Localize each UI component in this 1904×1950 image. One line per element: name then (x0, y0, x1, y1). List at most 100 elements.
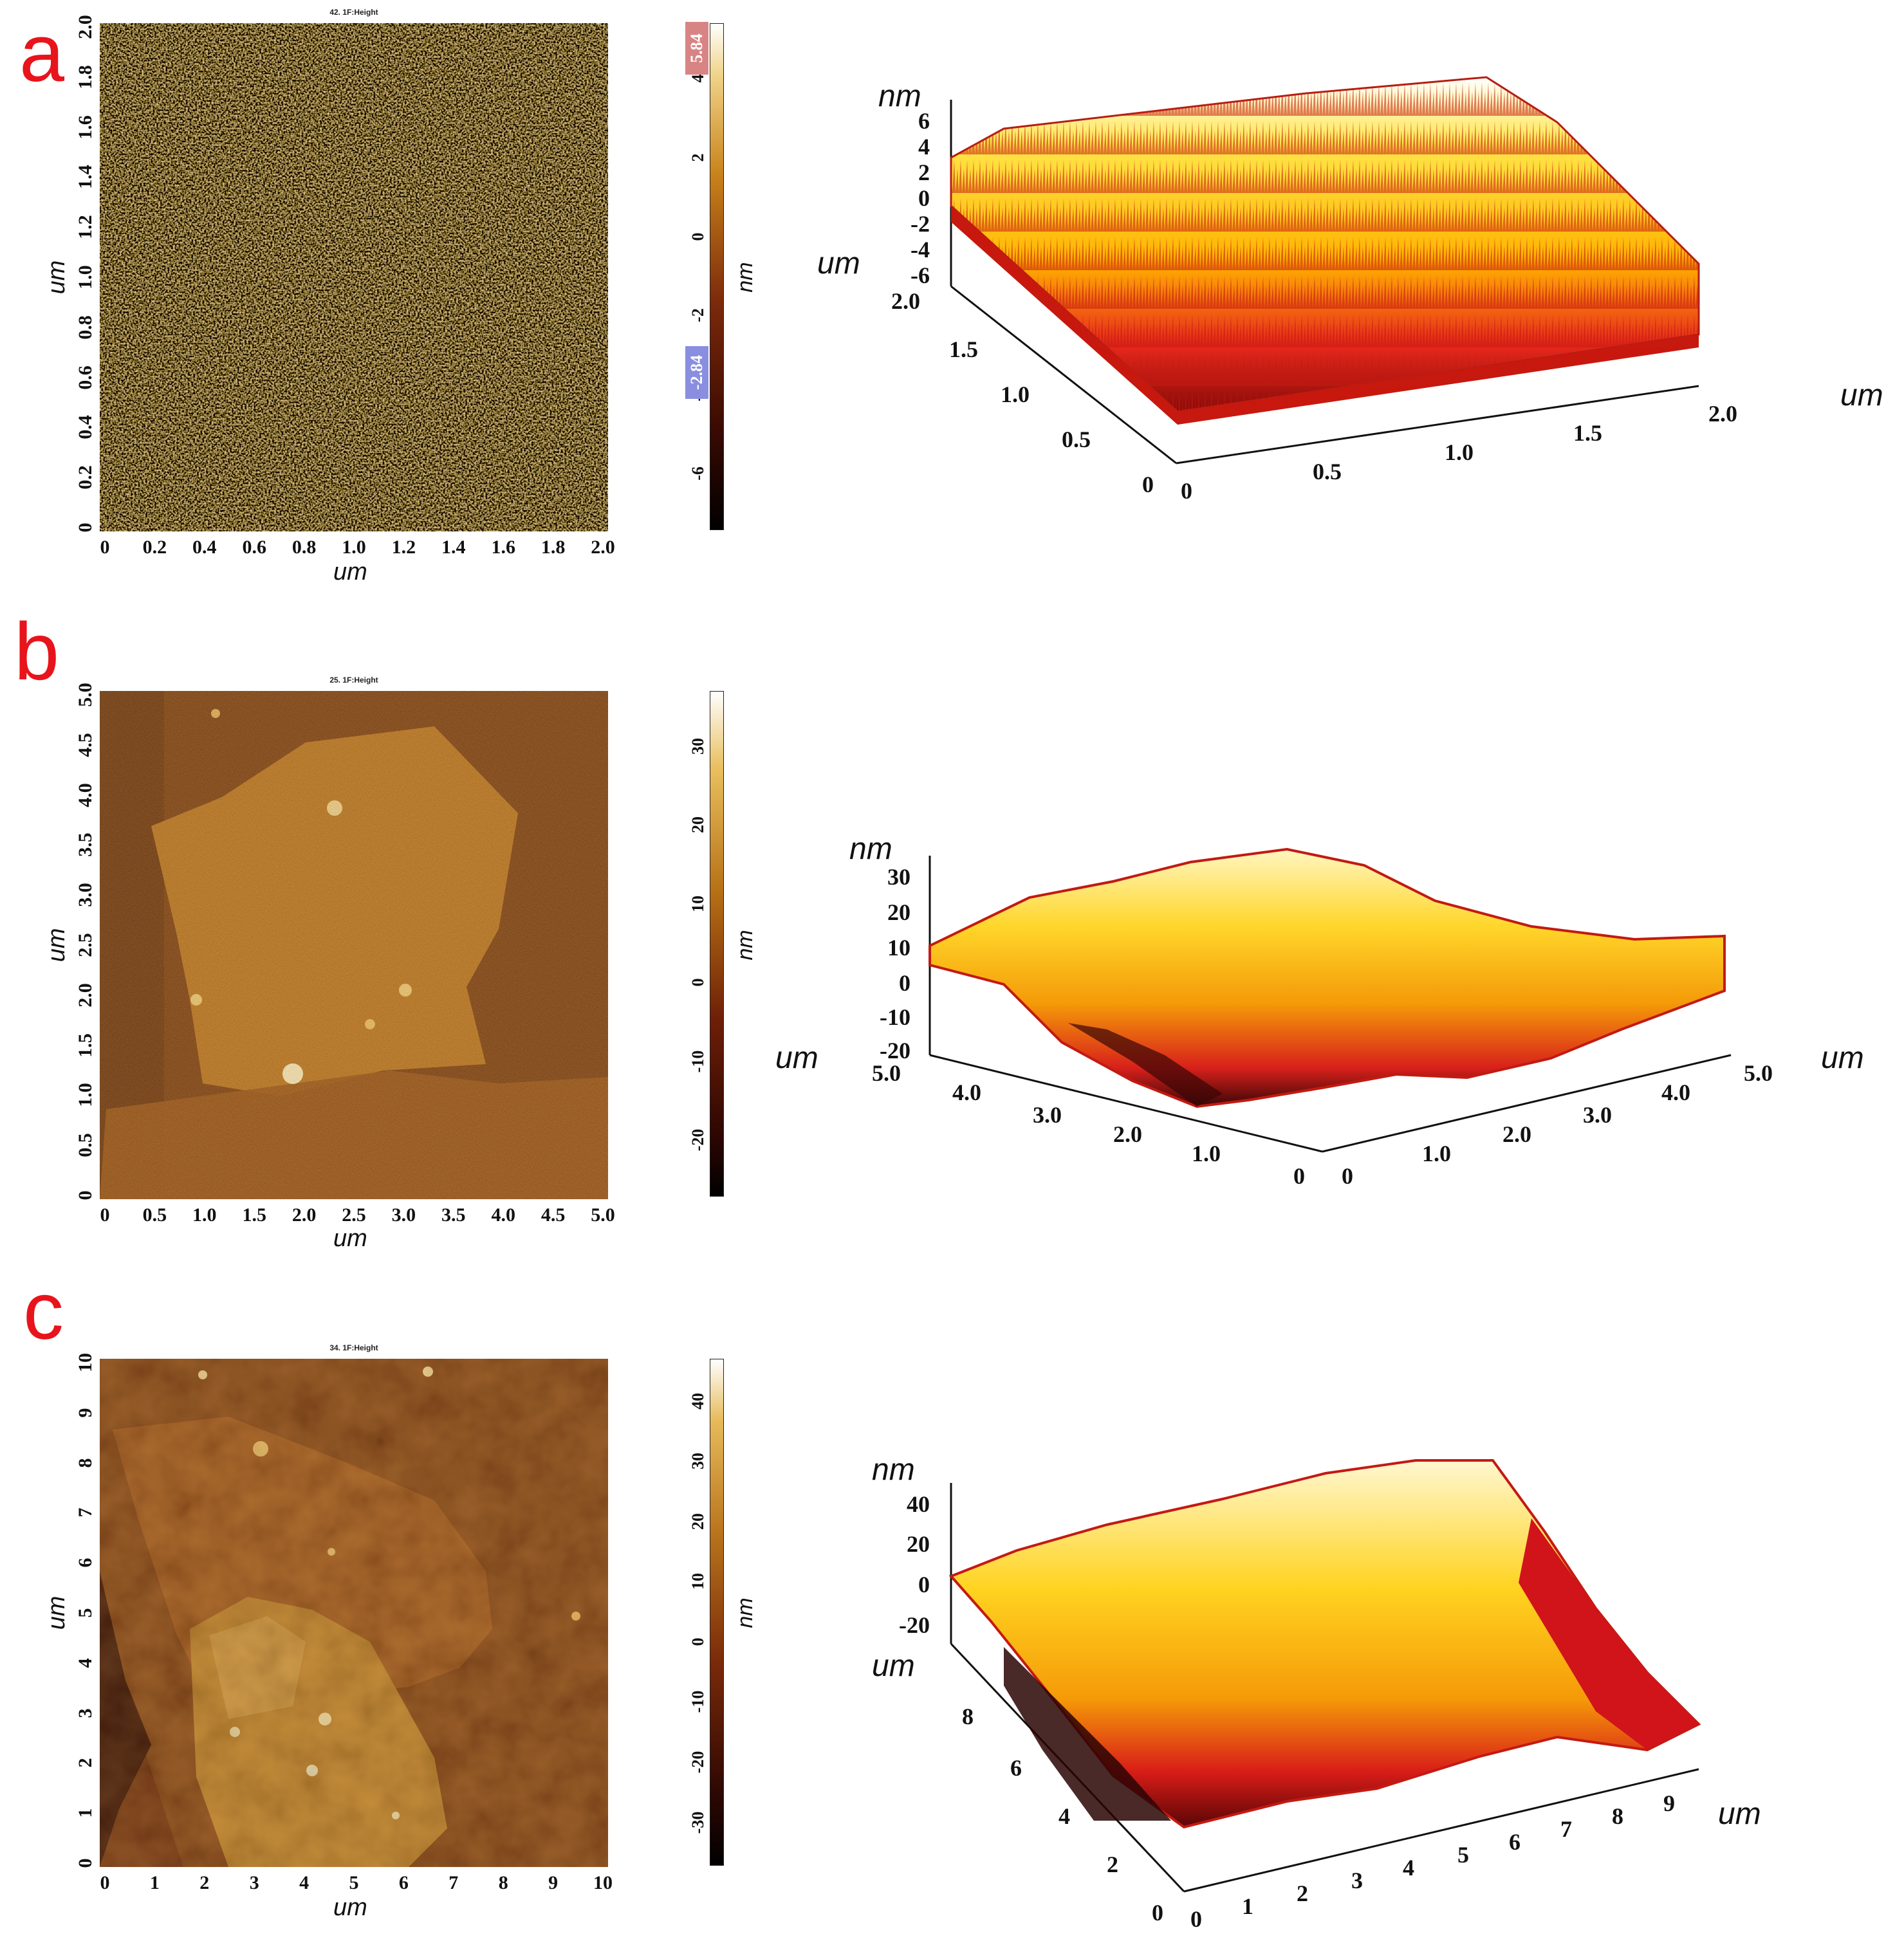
panel-b-width-label: um (1821, 1041, 1864, 1075)
panel-b-x-tick: 2.0 (291, 1204, 317, 1226)
panel-b-colorbar-tick: 20 (689, 816, 707, 834)
panel-a-x-tick: 1.2 (391, 537, 416, 558)
panel-b-y-tick: 2.0 (75, 983, 96, 1007)
panel-b-y-tick: 4.5 (75, 733, 96, 757)
panel-b-x-label: um (333, 1225, 367, 1252)
panel-b-x-tick: 5.0 (591, 1204, 615, 1226)
panel-b-y-tick: 2.5 (75, 933, 96, 957)
panel-a-colorbar-max-badge: 5.84 (685, 22, 708, 75)
panel-c-width-tick: 9 (1663, 1790, 1675, 1816)
panel-a-width-tick: 1.5 (1573, 420, 1602, 446)
panel-a-y-tick: 1.4 (75, 165, 96, 190)
panel-c-x-tick: 2 (199, 1872, 210, 1893)
panel-a-width-tick: 2.0 (1708, 401, 1737, 427)
panel-a-y-tick: 1.8 (75, 65, 96, 89)
panel-c-colorbar-tick: 0 (689, 1637, 707, 1646)
panel-c-z-tick: 0 (918, 1572, 930, 1597)
panel-b-x-tick: 2.5 (342, 1204, 366, 1226)
panel-a-surface-spikes (951, 77, 1699, 425)
panel-a-letter: a (19, 8, 65, 98)
panel-b-z-tick: 20 (887, 899, 910, 925)
panel-c-width-tick: 8 (1612, 1803, 1623, 1829)
panel-c-width-tick: 5 (1457, 1842, 1469, 1868)
panel-a-x-tick: 0.6 (242, 537, 266, 558)
panel-c-y-tick: 5 (75, 1608, 96, 1618)
panel-a-colorbar (710, 23, 724, 530)
panel-a-colorbar-unit: nm (733, 262, 757, 293)
panel-c-colorbar-tick: -20 (689, 1751, 707, 1774)
panel-c-width-tick: 4 (1403, 1855, 1414, 1881)
panel-c-surface-dark-region (1004, 1647, 1171, 1821)
panel-b-z-tick: 10 (887, 935, 910, 961)
panel-b-colorbar-tick: 30 (689, 737, 707, 755)
panel-c-x-tick: 7 (448, 1872, 459, 1893)
panel-a-colorbar-tick: 2 (689, 153, 707, 162)
panel-b-depth-tick: 4.0 (952, 1080, 981, 1105)
panel-c-y-tick: 0 (75, 1858, 96, 1868)
panel-c-x-tick: 10 (593, 1872, 613, 1893)
panel-c-x-tick: 1 (149, 1872, 160, 1893)
panel-b-heightmap-title: 25. 1F:Height (329, 676, 378, 685)
panel-a-height-map (100, 23, 608, 531)
panel-c-z-tick: -20 (899, 1612, 930, 1638)
panel-c-x-tick: 5 (349, 1872, 359, 1893)
panel-b-z-tick: -10 (880, 1004, 910, 1030)
panel-a-x-tick: 1.6 (491, 537, 515, 558)
panel-a-z-tick: -2 (910, 211, 930, 237)
panel-a-colorbar-min-badge: -2.84 (685, 346, 708, 399)
panel-a-z-tick: -4 (910, 237, 930, 262)
panel-a-x-tick: 1.4 (441, 537, 466, 558)
panel-a-surface-axes (950, 100, 1699, 465)
panel-c-y-tick: 8 (75, 1458, 96, 1468)
panel-a-z-tick: 0 (918, 185, 930, 211)
panel-c-y-tick: 1 (75, 1808, 96, 1818)
panel-c-colorbar-tick: -30 (689, 1811, 707, 1834)
panel-a-width-tick: 0.5 (1313, 459, 1342, 484)
panel-b-height-map (100, 691, 608, 1199)
panel-b-y-label: um (43, 928, 70, 962)
panel-a-colorbar-tick: 4 (689, 74, 707, 83)
panel-a-width-label: um (1840, 378, 1883, 412)
panel-c-colorbar-unit: nm (733, 1597, 757, 1628)
panel-a-depth-tick: 1.5 (949, 336, 978, 362)
panel-c-colorbar-tick: 30 (689, 1453, 707, 1470)
panel-b-depth-tick: 3.0 (1033, 1102, 1062, 1128)
panel-a-y-tick: 0.2 (75, 465, 96, 490)
panel-a-colorbar-tick: 0 (689, 232, 707, 241)
panel-c-y-tick: 6 (75, 1558, 96, 1568)
panel-c-letter: c (23, 1265, 64, 1356)
panel-c-y-tick: 2 (75, 1758, 96, 1768)
panel-b-colorbar-tick: 10 (689, 895, 707, 912)
panel-b-colorbar-tick: -20 (689, 1128, 707, 1152)
panel-c-z-unit: nm (872, 1453, 915, 1487)
panel-c-width-label: um (1718, 1797, 1761, 1831)
panel-c-depth-label: um (872, 1649, 915, 1683)
panel-b-y-tick: 0 (75, 1190, 96, 1200)
panel-c-y-tick: 7 (75, 1507, 96, 1518)
panel-b-colorbar (710, 691, 724, 1197)
panel-a-x-tick: 0.2 (142, 537, 167, 558)
panel-c-depth-tick: 4 (1058, 1803, 1070, 1829)
panel-a-width-tick: 1.0 (1445, 439, 1474, 465)
panel-a-y-tick: 0 (75, 522, 96, 533)
panel-a-surface-top (950, 76, 1700, 413)
panel-a-heightmap-title: 42. 1F:Height (329, 8, 378, 17)
panel-c-height-map (100, 1359, 608, 1867)
panel-c-depth-tick: 8 (962, 1704, 974, 1729)
panel-c-x-tick: 4 (299, 1872, 310, 1893)
panel-c-y-tick: 3 (75, 1708, 96, 1718)
panel-a-y-tick: 0.8 (75, 315, 96, 340)
panel-c-y-tick: 10 (75, 1353, 96, 1372)
panel-c-heightmap-title: 34. 1F:Height (329, 1343, 378, 1352)
panel-c-width-tick: 2 (1297, 1881, 1308, 1906)
panel-a-y-label: um (43, 260, 70, 295)
panel-b-colorbar-tick: -10 (689, 1050, 707, 1073)
panel-b-x-tick: 4.5 (541, 1204, 566, 1226)
panel-b-width-tick: 3.0 (1583, 1102, 1612, 1128)
panel-b-width-tick: 0 (1342, 1163, 1353, 1189)
panel-a-x-label: um (333, 558, 367, 585)
panel-b-z-tick: 30 (887, 864, 910, 890)
panel-b-x-tick: 1.0 (192, 1204, 217, 1226)
panel-a-y-tick: 1.0 (75, 265, 96, 290)
panel-c-width-tick: 3 (1351, 1868, 1363, 1893)
